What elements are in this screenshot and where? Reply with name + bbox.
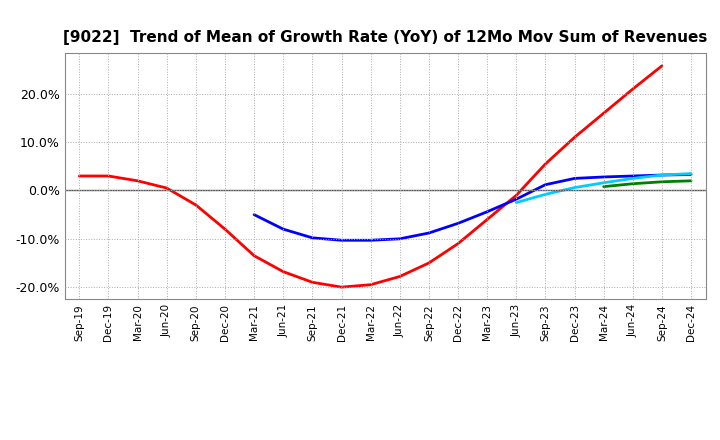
3 Years [483,217,492,222]
5 Years [279,227,287,232]
10 Years [599,184,608,189]
3 Years [541,161,550,167]
7 Years [657,172,666,178]
3 Years [104,173,113,179]
5 Years [687,172,696,177]
5 Years [512,197,521,202]
5 Years [366,238,375,243]
7 Years [570,185,579,190]
5 Years [454,221,462,226]
3 Years [220,227,229,232]
5 Years [657,172,666,178]
3 Years [308,280,317,285]
5 Years [483,209,492,214]
3 Years [599,110,608,116]
3 Years [395,274,404,279]
3 Years [75,173,84,179]
3 Years [250,253,258,258]
7 Years [599,180,608,185]
5 Years [570,176,579,181]
10 Years [657,179,666,184]
3 Years [512,193,521,198]
3 Years [366,282,375,287]
3 Years [192,202,200,208]
3 Years [657,63,666,69]
3 Years [337,285,346,290]
10 Years [687,178,696,183]
Line: 5 Years: 5 Years [254,175,691,240]
3 Years [425,260,433,266]
3 Years [279,269,287,274]
3 Years [163,185,171,191]
Line: 10 Years: 10 Years [603,181,691,187]
5 Years [599,174,608,180]
5 Years [395,236,404,242]
5 Years [629,173,637,179]
Title: [9022]  Trend of Mean of Growth Rate (YoY) of 12Mo Mov Sum of Revenues: [9022] Trend of Mean of Growth Rate (YoY… [63,29,707,45]
10 Years [629,181,637,187]
7 Years [629,176,637,181]
3 Years [570,135,579,140]
3 Years [454,241,462,246]
5 Years [337,238,346,243]
7 Years [512,200,521,205]
5 Years [425,231,433,236]
Line: 3 Years: 3 Years [79,66,662,287]
7 Years [687,171,696,176]
Line: 7 Years: 7 Years [516,174,691,202]
5 Years [308,235,317,241]
3 Years [133,178,142,183]
5 Years [541,182,550,187]
7 Years [541,192,550,197]
3 Years [629,86,637,92]
5 Years [250,212,258,217]
